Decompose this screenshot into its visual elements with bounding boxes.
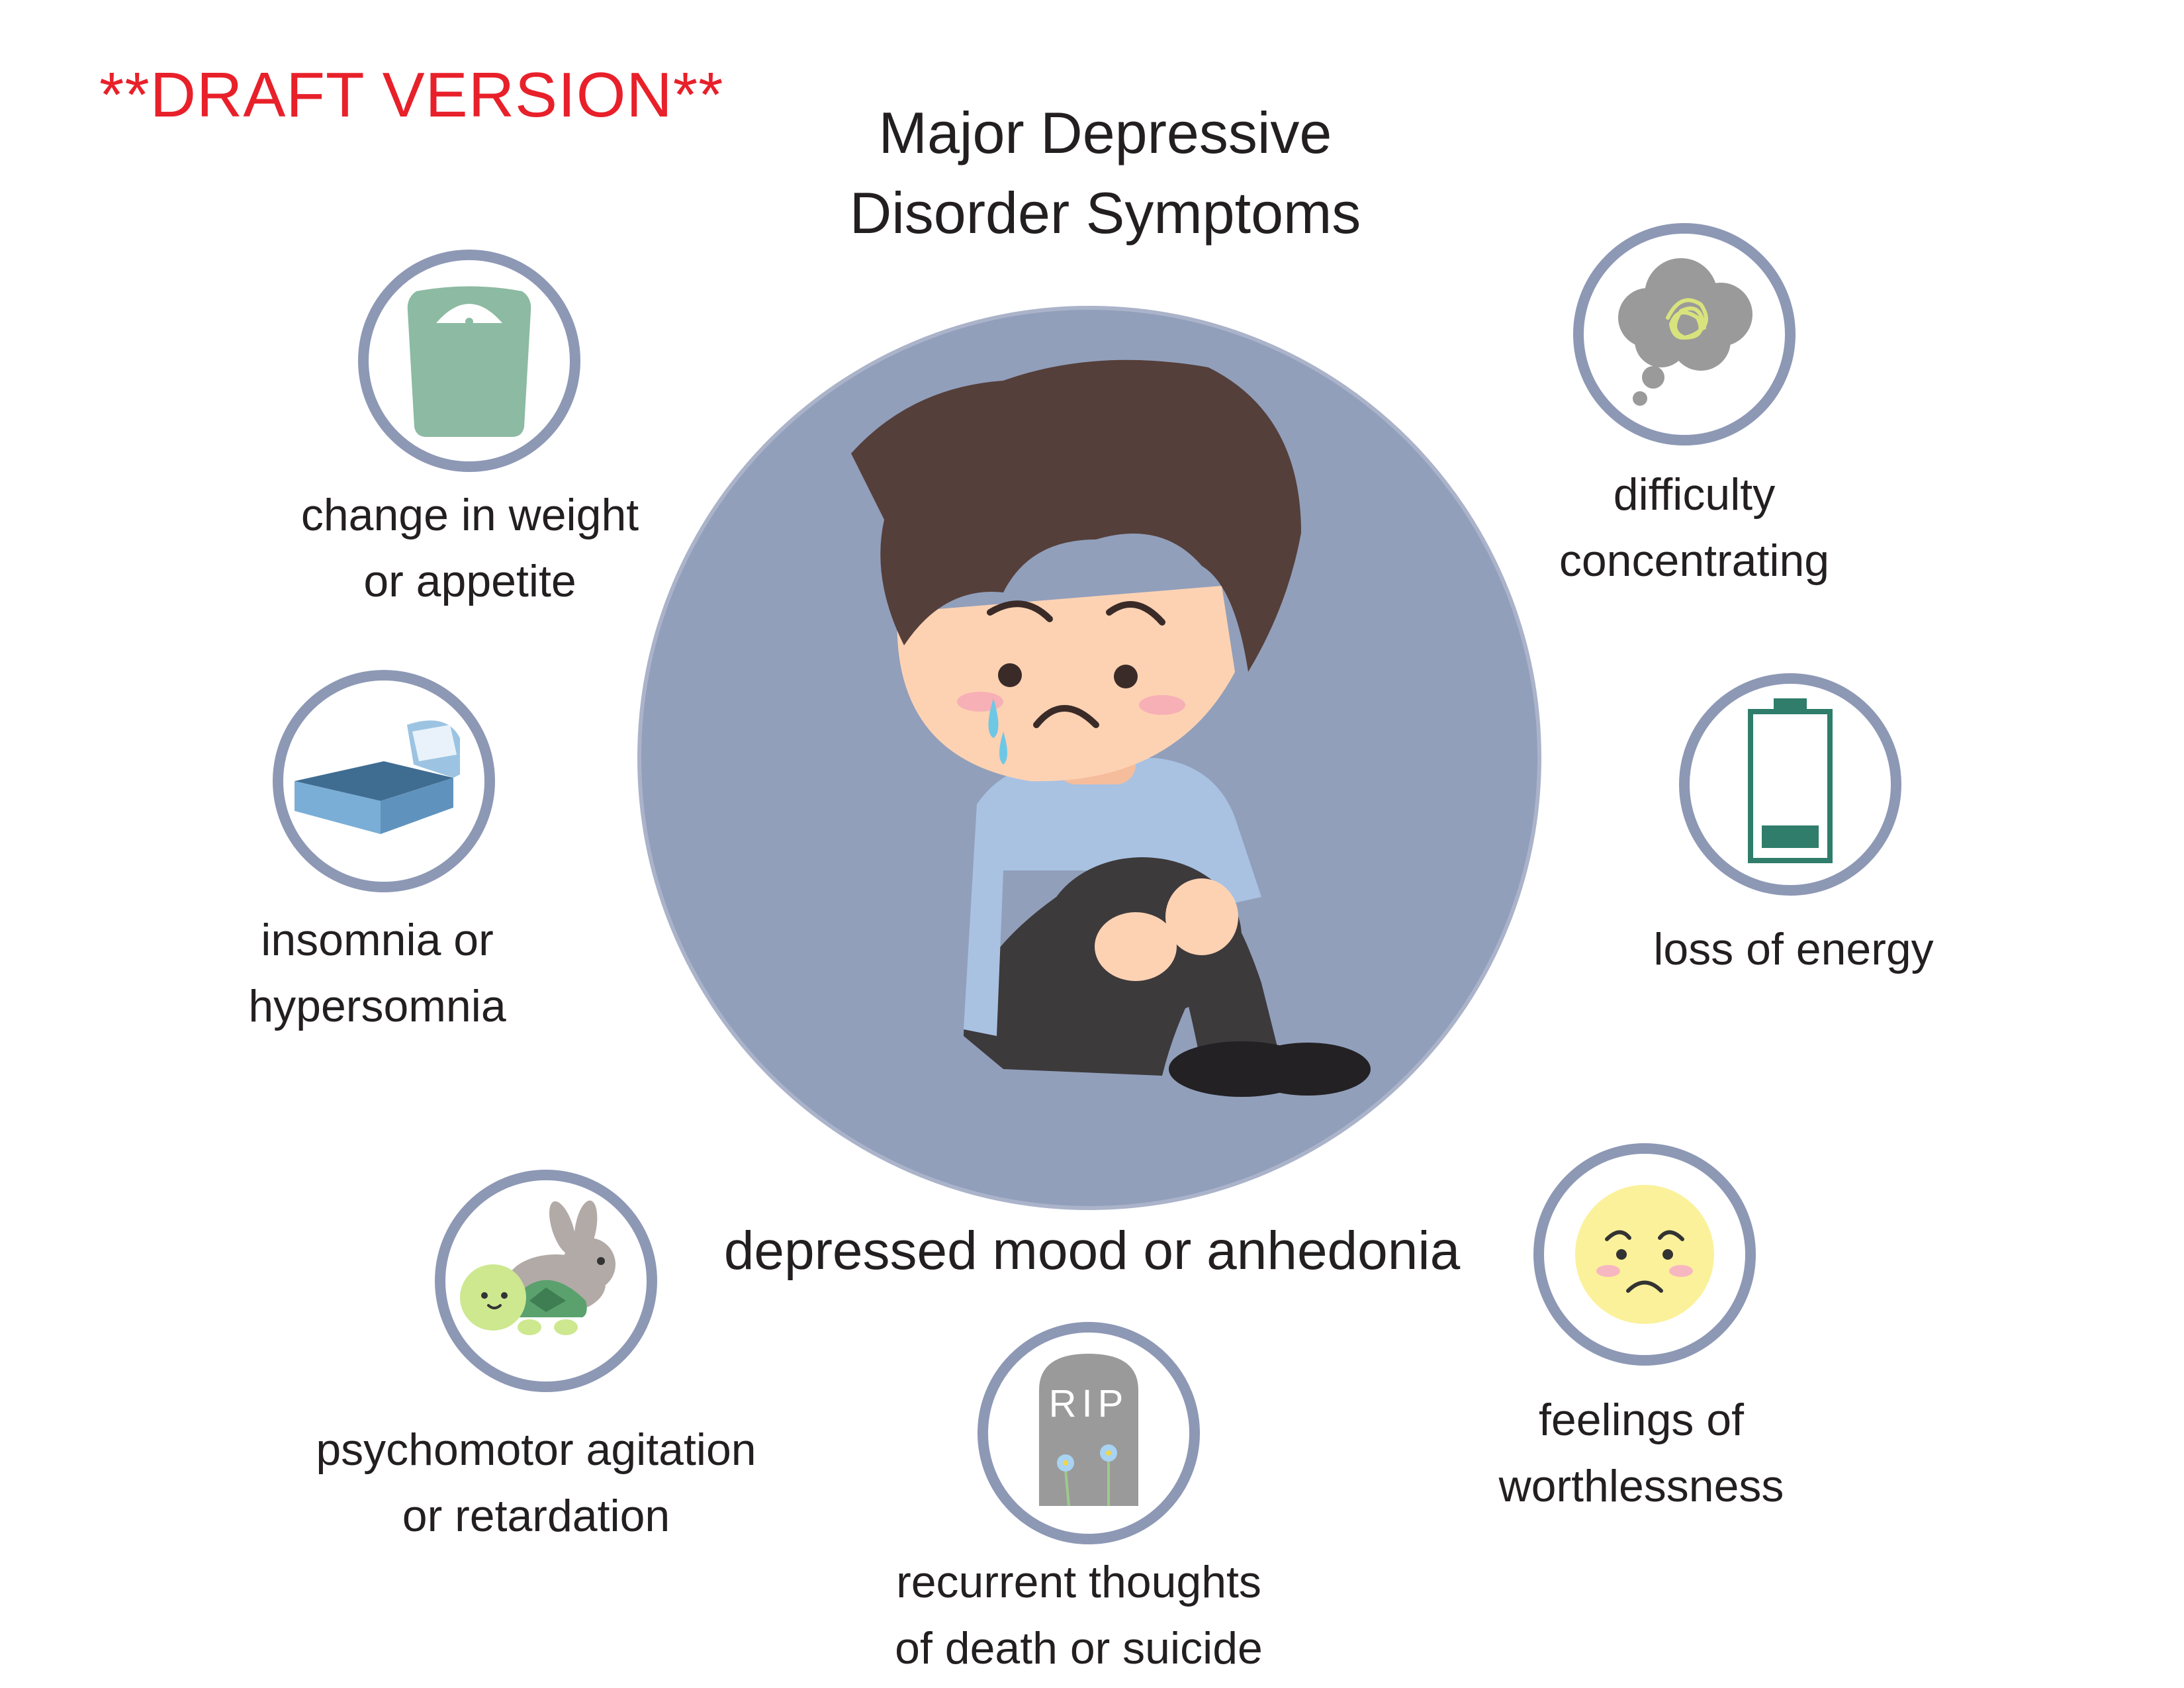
sleep-label-line-2: hypersomnia [248, 981, 506, 1031]
central-symptom-label: depressed mood or anhedonia [723, 1221, 1461, 1281]
energy-label: loss of energy [1575, 916, 2012, 982]
death-label-line-1: recurrent thoughts [896, 1557, 1261, 1607]
tombstone-icon: RIP [1039, 1354, 1138, 1507]
scale-icon [407, 286, 531, 437]
worthless-label-line-1: feelings of [1539, 1395, 1744, 1445]
weight-label-line-2: or appetite [363, 556, 576, 606]
turtle-rabbit-icon [460, 1200, 615, 1335]
bed-icon [295, 720, 460, 834]
sad-face-icon [1575, 1185, 1714, 1324]
concentration-icon-circle [1573, 223, 1796, 445]
draft-label: **DRAFT VERSION** [99, 60, 724, 130]
tombstone-text: RIP [1049, 1382, 1129, 1425]
psychomotor-icon-circle [435, 1170, 657, 1392]
worthless-label: feelings of worthlessness [1430, 1387, 1853, 1519]
low-battery-icon [1748, 698, 1833, 863]
page-title: Major Depressive Disorder Symptoms [761, 93, 1449, 253]
worthless-icon-circle [1533, 1143, 1756, 1366]
central-figure [637, 306, 1541, 1210]
death-label: recurrent thoughts of death or suicide [827, 1549, 1330, 1681]
energy-icon-circle [1679, 673, 1901, 896]
energy-label-line-1: loss of energy [1653, 924, 1934, 974]
weight-icon-circle [358, 250, 580, 472]
concentration-label: difficulty concentrating [1469, 461, 1919, 594]
title-line-2: Disorder Symptoms [849, 180, 1361, 246]
title-line-1: Major Depressive [878, 100, 1332, 165]
weight-label: change in weight or appetite [258, 482, 682, 614]
sleep-label-line-1: insomnia or [261, 915, 494, 965]
weight-label-line-1: change in weight [300, 490, 639, 540]
concentration-label-line-1: difficulty [1613, 469, 1776, 520]
death-label-line-2: of death or suicide [895, 1623, 1263, 1673]
psychomotor-label: psychomotor agitation or retardation [278, 1417, 794, 1549]
sleep-label: insomnia or hypersomnia [199, 907, 556, 1039]
death-icon-circle: RIP [978, 1322, 1200, 1544]
thought-cloud-icon [1618, 258, 1752, 406]
worthless-label-line-2: worthlessness [1498, 1461, 1784, 1511]
concentration-label-line-2: concentrating [1559, 536, 1830, 586]
sleep-icon-circle [273, 670, 495, 892]
psychomotor-label-line-2: or retardation [402, 1491, 670, 1541]
psychomotor-label-line-1: psychomotor agitation [316, 1425, 756, 1475]
sad-boy-icon [851, 359, 1371, 1097]
